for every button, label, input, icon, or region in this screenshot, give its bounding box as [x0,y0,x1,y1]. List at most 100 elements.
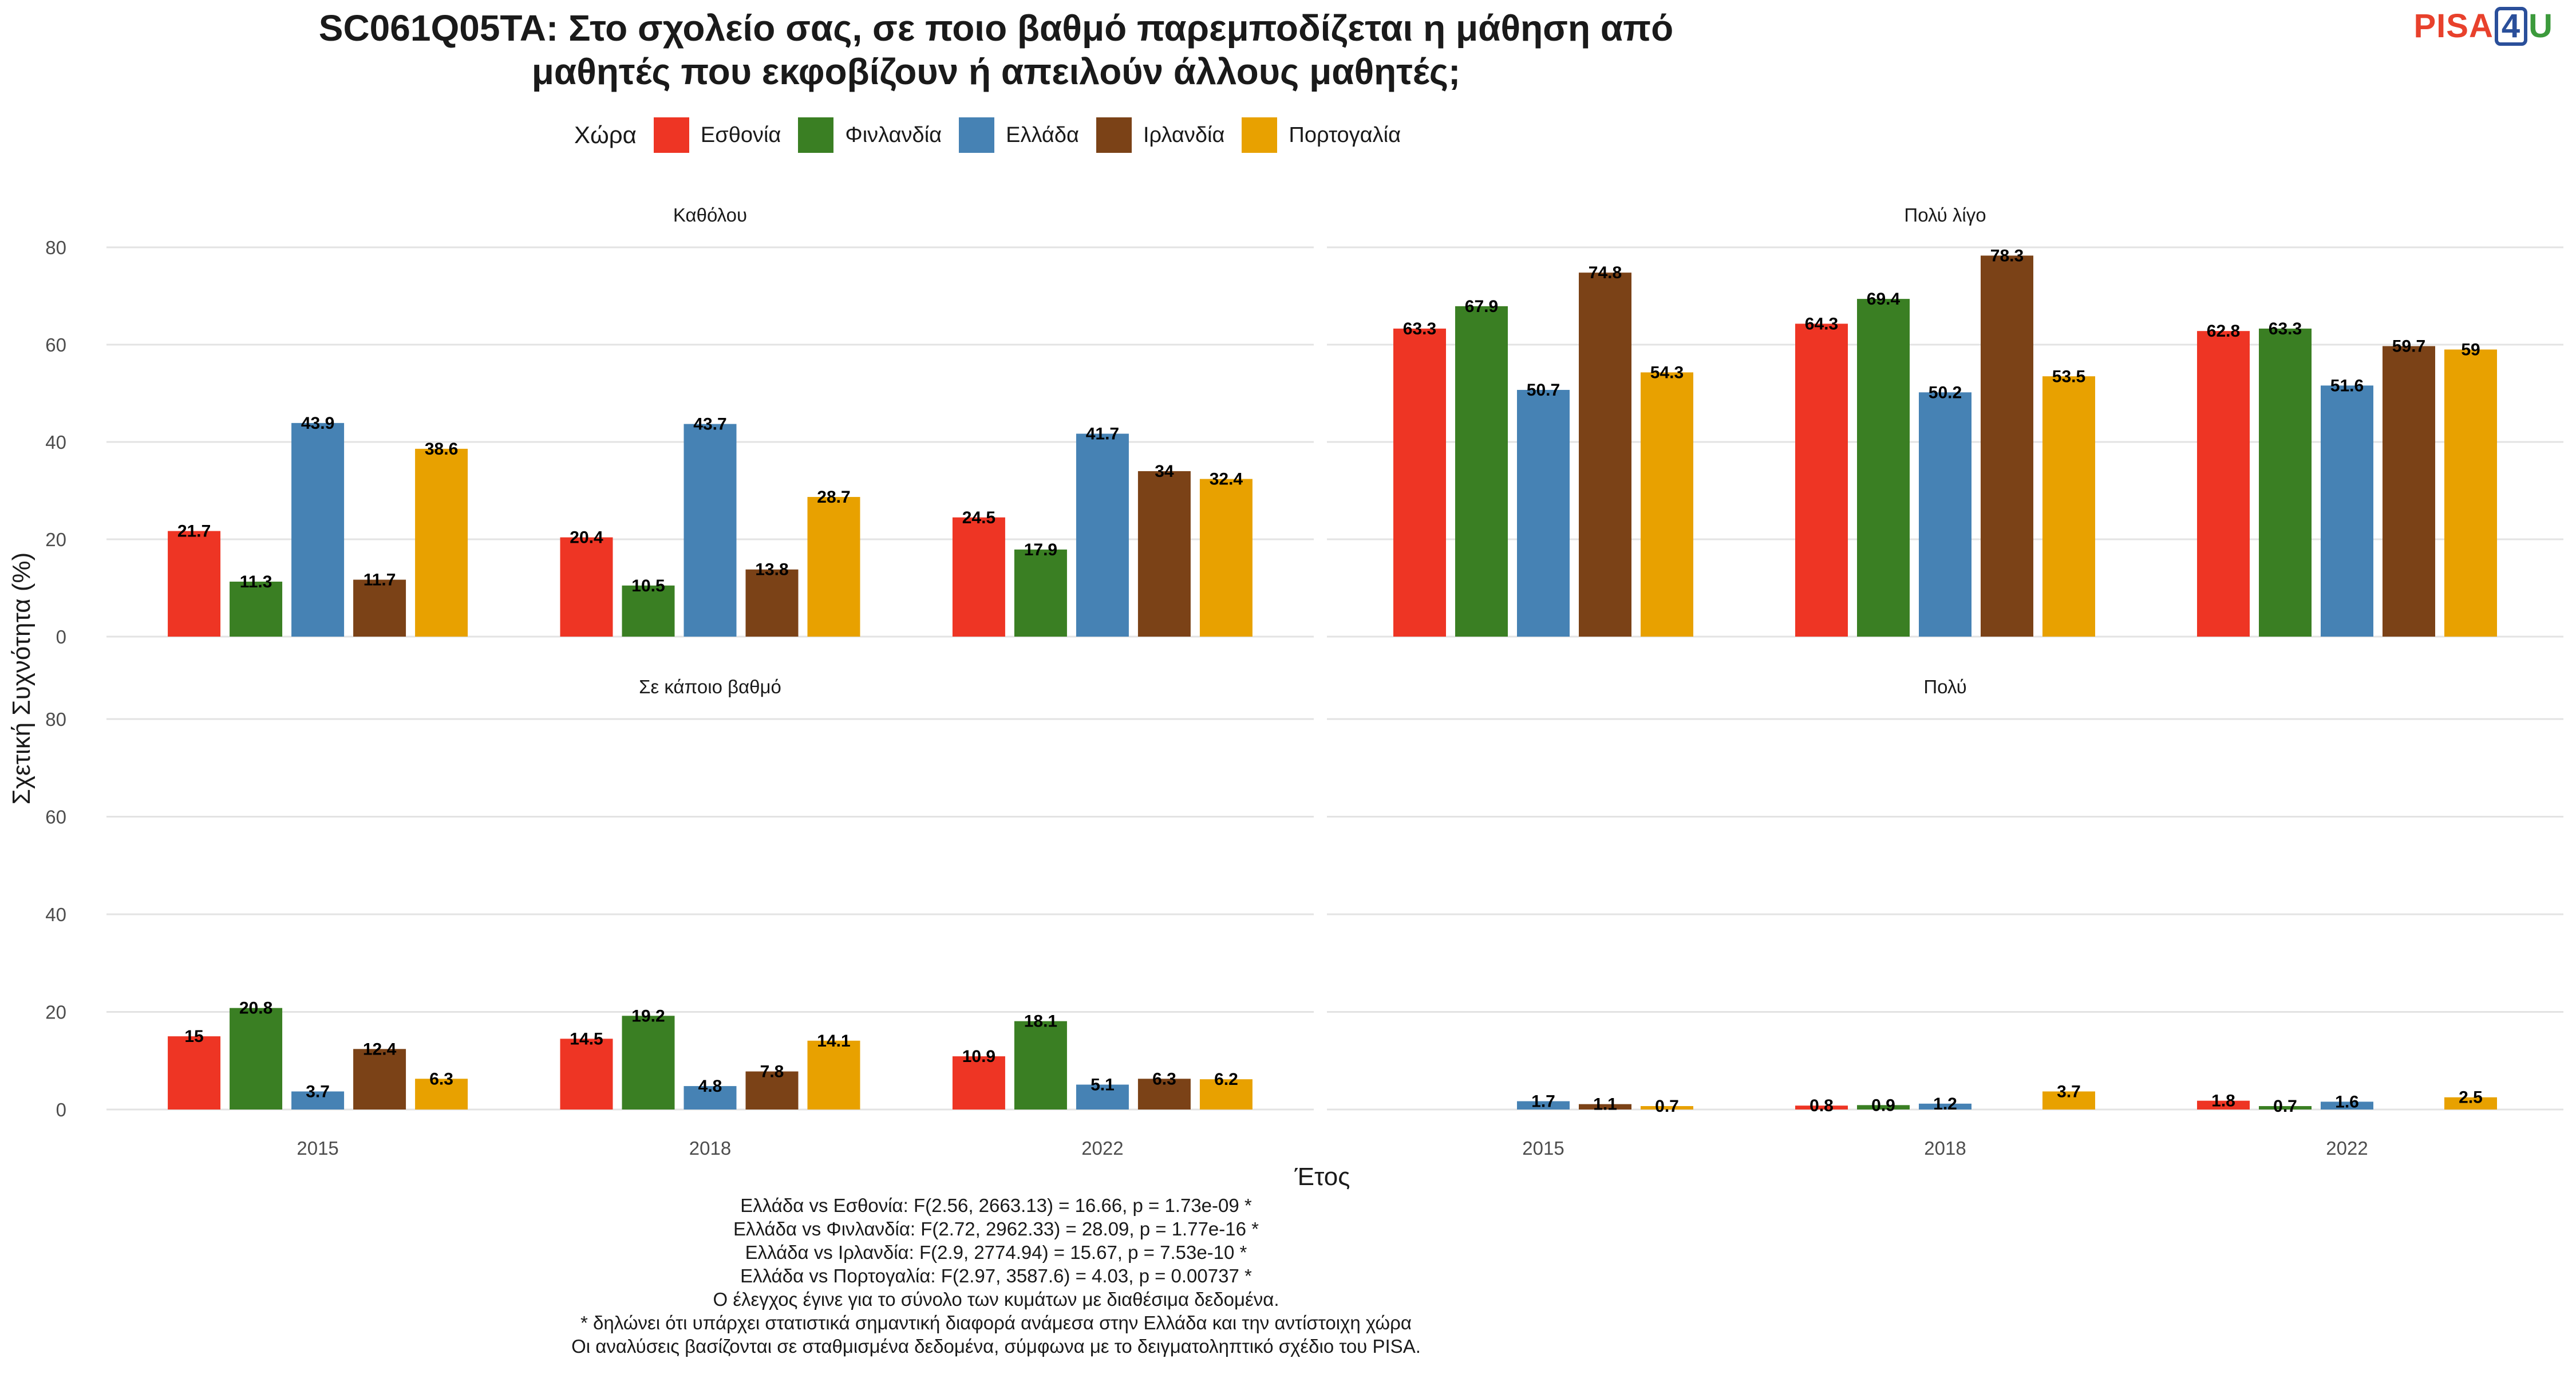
y-tick-label: 20 [45,1002,66,1023]
bar [1393,328,1446,637]
bar [1579,1104,1631,1110]
data-label: 50.2 [1929,383,1962,402]
x-tick-label: 2022 [2326,1138,2368,1159]
data-label: 34 [1155,462,1174,481]
note-line: Ο έλεγχος έγινε για το σύνολο των κυμάτω… [713,1289,1279,1310]
data-label: 1.2 [1933,1095,1957,1114]
y-tick-label: 20 [45,529,66,550]
data-label: 53.5 [2052,367,2085,386]
bar [952,1056,1005,1110]
bar [1517,390,1570,637]
bar [560,1039,613,1110]
bar [952,517,1005,637]
data-label: 41.7 [1086,425,1119,444]
note-line: Οι αναλύσεις βασίζονται σε σταθμισμένα δ… [571,1336,1421,1357]
x-tick-label: 2015 [1522,1138,1564,1159]
bar [2321,1101,2373,1110]
bar [2042,1091,2095,1110]
data-label: 20.4 [570,528,603,547]
x-axis-title: Έτος [1294,1163,1350,1191]
data-label: 3.7 [306,1082,330,1101]
logo-text-pisa: PISA [2413,7,2494,45]
data-label: 14.1 [817,1032,850,1051]
data-label: 64.3 [1805,314,1838,333]
legend-label-finland: Φινλανδία [845,123,942,147]
bar [1919,1103,1971,1110]
data-label: 11.3 [240,572,272,591]
bar [415,448,468,637]
bar [2321,385,2373,637]
y-tick-label: 0 [56,626,66,647]
data-label: 6.3 [429,1069,453,1088]
bar [2197,331,2250,637]
data-label: 51.6 [2330,376,2364,395]
panel-title: Σε κάποιο βαθμό [639,676,781,697]
data-label: 14.5 [570,1029,603,1048]
y-tick-label: 80 [45,709,66,730]
data-label: 0.7 [2273,1097,2297,1116]
bar [291,423,345,637]
bar [291,1091,345,1110]
note-line: Ελλάδα vs Πορτογαλία: F(2.97, 3587.6) = … [740,1265,1252,1286]
bar [1137,471,1191,637]
data-label: 32.4 [1210,470,1243,489]
legend-item-estonia: Εσθονία [653,117,781,153]
bar [1579,273,1631,637]
bar [560,537,613,637]
chart-notes: Ελλάδα vs Εσθονία: F(2.56, 2663.13) = 16… [0,1194,1992,1358]
data-label: 59 [2461,341,2480,360]
data-label: 12.4 [363,1040,397,1059]
data-label: 7.8 [760,1063,784,1081]
bar [1014,549,1067,637]
data-label: 18.1 [1024,1012,1057,1031]
y-tick-label: 40 [45,432,66,453]
bar [353,579,406,637]
chart-legend: Χώρα Εσθονία Φινλανδία Ελλάδα Ιρλανδία Π… [0,117,1992,153]
legend-title: Χώρα [574,121,637,148]
data-label: 0.9 [1871,1096,1895,1115]
data-label: 10.5 [631,577,665,595]
note-line: Ελλάδα vs Ιρλανδία: F(2.9, 2774.94) = 15… [745,1242,1247,1263]
bar [353,1049,406,1110]
bar [1199,479,1253,637]
data-label: 28.7 [817,488,850,507]
bar [2383,346,2435,637]
bar [168,531,221,637]
legend-swatch-portugal [1242,117,1278,153]
data-label: 62.8 [2207,322,2240,341]
bar [683,1086,737,1110]
note-line: * δηλώνει ότι υπάρχει στατιστικά σημαντι… [580,1312,1412,1333]
y-tick-label: 40 [45,904,66,925]
data-label: 10.9 [962,1047,995,1066]
data-label: 59.7 [2392,337,2425,356]
legend-item-finland: Φινλανδία [798,117,942,153]
data-label: 13.8 [755,560,788,579]
logo-text-u: U [2528,7,2553,45]
bar [1981,255,2033,637]
data-label: 0.7 [1655,1097,1679,1116]
bar [1795,1105,1848,1110]
bar [415,1079,468,1110]
panel-title: Πολύ λίγο [1904,204,1986,226]
bar [2444,1097,2497,1110]
legend-item-portugal: Πορτογαλία [1242,117,1401,153]
note-line: Ελλάδα vs Φινλανδία: F(2.72, 2962.33) = … [733,1218,1259,1239]
logo-text-4: 4 [2494,7,2528,46]
data-label: 11.7 [364,571,396,590]
data-label: 78.3 [1990,246,2024,265]
legend-item-ireland: Ιρλανδία [1096,117,1224,153]
data-label: 74.8 [1589,263,1622,282]
data-label: 50.7 [1527,381,1560,400]
bar [807,497,860,637]
bar [1076,433,1129,637]
legend-item-greece: Ελλάδα [959,117,1079,153]
data-label: 38.6 [425,440,458,459]
legend-swatch-finland [798,117,834,153]
bar [2259,328,2312,637]
bar [2444,349,2497,637]
bar [1857,299,1910,637]
panel-title: Πολύ [1923,676,1966,697]
bar [622,1016,675,1110]
bar [168,1036,221,1110]
pisa4u-logo: PISA 4 U [2413,7,2553,46]
